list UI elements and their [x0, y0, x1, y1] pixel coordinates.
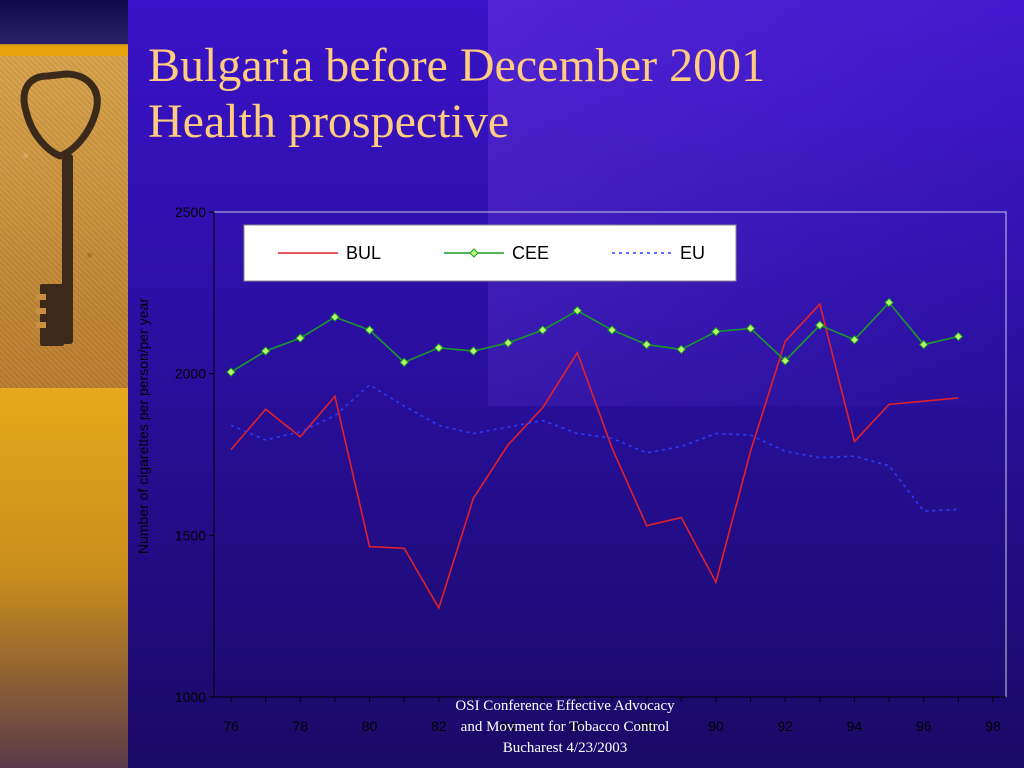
key-photo	[0, 56, 128, 388]
x-tick-label: 88	[639, 718, 655, 734]
slide-title-line-2: Health prospective	[148, 95, 510, 148]
cee-data-point	[884, 297, 894, 308]
cee-data-point	[953, 331, 964, 342]
x-tick-label: 90	[708, 718, 724, 734]
legend-label-eu: EU	[680, 243, 705, 263]
cee-data-point	[330, 312, 340, 322]
x-tick-label: 84	[500, 718, 516, 734]
footer-line-1: OSI Conference Effective Advocacy	[455, 698, 675, 714]
x-tick-label: 96	[916, 718, 932, 734]
y-axis-label: Number of cigarettes per person/per year	[135, 298, 151, 555]
left-strip-top-band	[0, 0, 128, 44]
cee-data-point	[399, 357, 409, 368]
cee-data-point	[641, 339, 652, 350]
plot-frame	[213, 211, 1007, 698]
cee-data-point	[434, 343, 444, 353]
y-tick-label: 2000	[175, 366, 206, 382]
cee-data-point	[676, 344, 686, 355]
y-tick-label: 1500	[175, 527, 206, 543]
series-line-eu	[230, 383, 959, 512]
cee-data-point	[538, 325, 548, 335]
cee-data-point	[745, 323, 756, 334]
slide-footer: OSI Conference Effective Advocacy and Mo…	[410, 696, 720, 759]
cee-data-point	[503, 338, 513, 348]
legend-label-cee: CEE	[512, 243, 549, 263]
footer-line-2: and Movment for Tobacco Control	[460, 719, 670, 735]
slide-title: Bulgaria before December 2001 Health pro…	[148, 38, 1008, 150]
y-tick-label: 1000	[175, 689, 206, 705]
cee-data-point	[780, 356, 790, 366]
footer-line-3: Bucharest 4/23/2003	[502, 740, 628, 756]
y-tick-label: 2500	[175, 204, 206, 220]
series-line-cee	[230, 301, 959, 373]
cee-data-point	[607, 325, 617, 335]
cee-data-point	[815, 320, 825, 330]
cee-data-point	[572, 305, 583, 316]
x-tick-label: 78	[292, 718, 308, 734]
cee-data-point	[295, 333, 305, 343]
cee-data-point	[711, 326, 721, 337]
x-tick-label: 80	[362, 718, 378, 734]
cee-data-point	[364, 325, 375, 335]
background-glow-panel	[488, 0, 1024, 406]
old-key-icon	[20, 70, 101, 346]
cee-data-point	[226, 367, 236, 377]
x-tick-label: 76	[223, 718, 239, 734]
x-tick-label: 92	[777, 718, 793, 734]
legend-label-bul: BUL	[346, 243, 381, 263]
x-tick-label: 98	[985, 718, 1001, 734]
cee-data-point	[468, 346, 479, 356]
x-tick-label: 86	[570, 718, 586, 734]
slide-title-line-1: Bulgaria before December 2001	[148, 39, 766, 92]
series-line-bul	[230, 302, 959, 611]
cee-data-point	[919, 339, 929, 350]
cee-data-point	[849, 335, 860, 345]
cee-data-point	[260, 346, 271, 356]
legend-cee-marker	[469, 248, 479, 258]
x-tick-label: 94	[847, 718, 863, 734]
x-tick-label: 82	[431, 718, 447, 734]
